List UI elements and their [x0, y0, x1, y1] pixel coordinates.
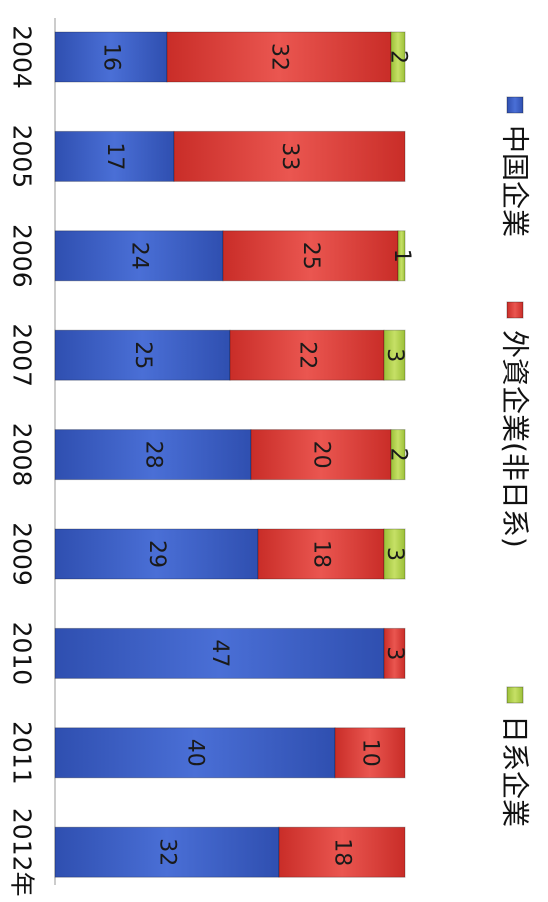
- bar-foreign-8: [278, 826, 406, 878]
- data-label: 2: [386, 50, 411, 64]
- data-label: 22: [295, 341, 320, 369]
- legend-label: 日系企業: [499, 715, 532, 827]
- data-label: 1: [389, 249, 414, 263]
- data-label: 47: [207, 639, 232, 667]
- category-label: 2005: [8, 125, 37, 189]
- data-label: 32: [155, 838, 180, 866]
- category-labels: 2004 2005 2006 2007 2008 2009 2010 2011 2012年: [8, 25, 37, 896]
- legend-swatch: [506, 96, 524, 114]
- bar-japan-4: [390, 429, 406, 481]
- bar-japan-0: [390, 31, 406, 83]
- data-label: 17: [102, 142, 127, 170]
- data-label: 28: [141, 441, 166, 469]
- legend-label: 外資企業(非日系): [499, 330, 532, 548]
- category-label: 2011: [8, 721, 37, 785]
- bar-japan-5: [383, 528, 406, 580]
- data-label: 24: [127, 242, 152, 270]
- data-label: 3: [382, 646, 407, 660]
- data-label: 3: [382, 348, 407, 362]
- data-label: 25: [298, 242, 323, 270]
- category-label: 2006: [8, 224, 37, 288]
- bar-china-3: [54, 329, 231, 381]
- category-label: 2004: [8, 25, 37, 89]
- category-label: 2007: [8, 323, 37, 387]
- category-label: 2012年: [8, 808, 37, 897]
- data-label: 2: [386, 448, 411, 462]
- bar-china-2: [54, 230, 224, 282]
- bar-foreign-6: [383, 627, 406, 679]
- bar-china-1: [54, 130, 175, 182]
- bar-china-5: [54, 528, 259, 580]
- bar-foreign-2: [222, 230, 399, 282]
- data-label: 33: [277, 142, 302, 170]
- bar-japan-2: [397, 230, 406, 282]
- bar-foreign-4: [250, 429, 392, 481]
- bar-foreign-0: [166, 31, 392, 83]
- bar-foreign-1: [173, 130, 406, 182]
- category-label: 2009: [8, 522, 37, 586]
- data-label: 40: [183, 739, 208, 767]
- bar-china-7: [54, 727, 336, 779]
- legend-swatch: [506, 686, 524, 704]
- data-label: 3: [382, 547, 407, 561]
- data-label: 29: [144, 540, 169, 568]
- legend-swatch: [506, 301, 524, 319]
- bars-group: 16 32 2 17 33 24 25 1 25 22 3 28 20 2 29 18 3 47 3 40 10 32 18: [54, 31, 414, 878]
- data-label: 32: [267, 43, 292, 71]
- data-label: 25: [130, 341, 155, 369]
- bar-foreign-3: [229, 329, 385, 381]
- bar-japan-3: [383, 329, 406, 381]
- bar-china-8: [54, 826, 280, 878]
- legend-label: 中国企業: [499, 125, 532, 237]
- data-label: 16: [99, 43, 124, 71]
- data-label: 10: [358, 739, 383, 767]
- category-label: 2008: [8, 423, 37, 487]
- data-label: 18: [330, 838, 355, 866]
- data-label: 20: [309, 441, 334, 469]
- data-label: 18: [309, 540, 334, 568]
- bar-foreign-7: [334, 727, 406, 779]
- bar-foreign-5: [257, 528, 385, 580]
- category-label: 2010: [8, 622, 37, 686]
